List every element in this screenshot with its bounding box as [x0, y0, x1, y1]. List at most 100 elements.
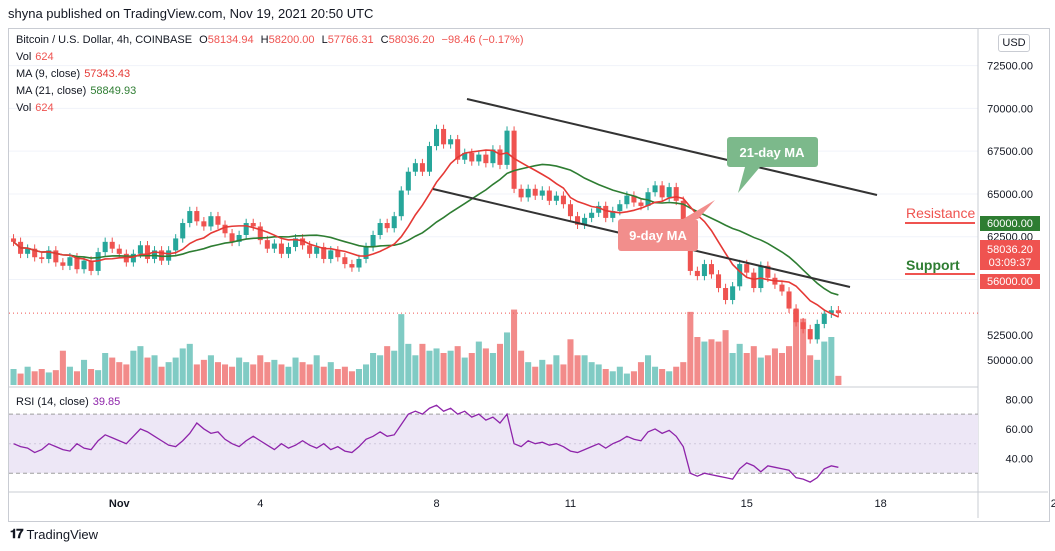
volume-bar: [553, 355, 560, 385]
ma9-legend: MA (9, close) 57343.43: [16, 68, 134, 80]
volume-bar: [412, 355, 419, 385]
candle-body: [504, 130, 510, 165]
candle-body: [356, 258, 362, 268]
ma9-callout-box: [618, 219, 698, 251]
candle-body: [250, 223, 256, 227]
volume-bar: [137, 346, 144, 385]
volume-bar: [511, 309, 518, 385]
volume-bar: [807, 355, 814, 385]
candle-body: [666, 187, 672, 198]
candle-body: [180, 223, 186, 239]
volume-bar: [334, 369, 341, 385]
time-tick-label: 15: [741, 498, 753, 510]
currency-button[interactable]: USD: [998, 34, 1030, 52]
candle-body: [419, 163, 425, 172]
volume-bar: [158, 366, 165, 385]
candle-body: [441, 128, 447, 145]
volume-bar: [447, 350, 454, 385]
volume-bar: [116, 362, 123, 385]
candle-body: [201, 221, 207, 227]
candle-body: [222, 224, 228, 234]
volume-bar: [708, 339, 715, 385]
candle-body: [349, 264, 355, 268]
candle-body: [405, 171, 411, 191]
volume-bar: [292, 357, 299, 385]
volume-bar: [313, 355, 320, 385]
volume-bar: [102, 353, 109, 385]
candle-body: [321, 246, 327, 259]
candle-body: [88, 260, 94, 271]
volume-bar: [694, 337, 701, 385]
candle-body: [229, 233, 235, 242]
volume-bar: [835, 375, 842, 385]
change-value: −98.46 (−0.17%): [441, 34, 524, 46]
vol-value: 624: [35, 51, 54, 63]
ma21-legend: MA (21, close) 58849.93: [16, 85, 140, 97]
close-value: 58036.20: [388, 34, 435, 46]
candle-body: [652, 185, 658, 193]
volume-bar: [567, 339, 574, 385]
volume-bar: [440, 353, 447, 385]
candle-body: [553, 195, 559, 201]
candle-body: [673, 187, 679, 201]
price-tick-label: 70000.00: [987, 103, 1033, 115]
candle-body: [744, 264, 750, 273]
candle-body: [631, 195, 637, 203]
volume-bar: [66, 366, 73, 385]
candle-body: [708, 264, 714, 275]
candle-body: [701, 264, 707, 277]
support-label: Support: [906, 257, 960, 273]
candle-body: [335, 250, 341, 258]
volume-bar: [722, 330, 729, 385]
support-price-tag-text: 56000.00: [987, 276, 1033, 288]
ma21-line: [13, 163, 839, 296]
volume-bar: [546, 364, 553, 385]
candle-body: [617, 204, 623, 212]
candle-body: [74, 257, 80, 270]
open-label: O: [199, 34, 208, 46]
candle-body: [391, 216, 397, 229]
candle-body: [342, 257, 348, 265]
volume-bar: [532, 366, 539, 385]
volume-bar: [222, 364, 229, 385]
volume-bar: [828, 337, 835, 385]
volume-bar: [581, 355, 588, 385]
tradingview-logo-icon: 𝟏𝟕: [10, 526, 24, 541]
volume-bar: [130, 350, 137, 385]
volume-bar: [348, 371, 355, 385]
candle-body: [624, 195, 630, 205]
volume-bar: [341, 366, 348, 385]
candle-body: [377, 223, 383, 235]
time-tick-label: 18: [875, 498, 887, 510]
volume-bar: [771, 348, 778, 385]
volume-bar: [764, 355, 771, 385]
symbol-label: Bitcoin / U.S. Dollar, 4h, COINBASE: [16, 34, 193, 46]
volume-bar: [715, 341, 722, 385]
candle-body: [285, 246, 291, 254]
volume-bar: [236, 357, 243, 385]
candle-body: [511, 130, 517, 189]
candle-body: [723, 288, 729, 300]
volume-bar: [475, 341, 482, 385]
candle-body: [159, 250, 165, 261]
price-tick-label: 67500.00: [987, 146, 1033, 158]
resistance-label: Resistance: [906, 205, 975, 221]
volume-bar: [821, 341, 828, 385]
candle-body: [11, 238, 17, 242]
volume-bar: [778, 353, 785, 385]
candle-body: [271, 243, 277, 249]
volume-bar: [271, 359, 278, 385]
volume-bar: [214, 362, 221, 385]
candle-body: [46, 250, 52, 259]
volume-bar: [186, 343, 193, 385]
candle-body: [694, 270, 700, 277]
volume-bar: [327, 362, 334, 385]
vol-legend: Vol 624: [16, 51, 58, 63]
volume-bar: [278, 364, 285, 385]
volume-bar: [193, 364, 200, 385]
candle-body: [363, 246, 369, 259]
volume-bar: [144, 357, 151, 385]
volume-bar: [645, 355, 652, 385]
rsi-line: [13, 404, 839, 483]
